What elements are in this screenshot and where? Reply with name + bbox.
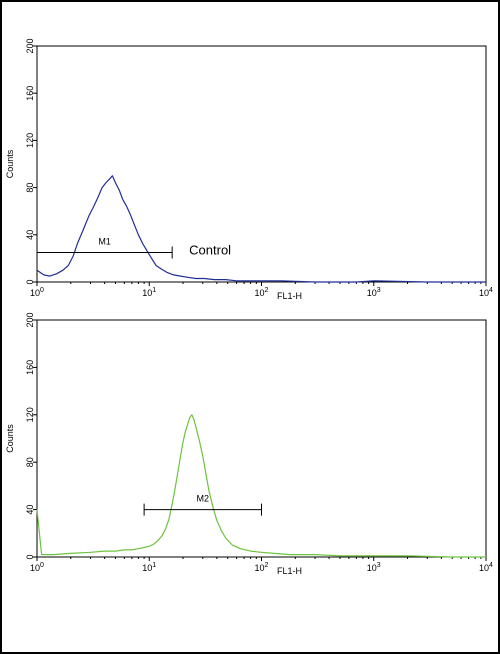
x-tick-base: 10 xyxy=(255,288,265,298)
x-tick-label: 100 xyxy=(30,287,44,298)
x-tick-label: 104 xyxy=(479,287,493,298)
y-tick-label: 120 xyxy=(25,133,35,148)
x-tick-exponent: 4 xyxy=(489,562,493,569)
x-tick-label: 103 xyxy=(367,562,381,573)
plot-area-frame xyxy=(36,45,487,283)
y-axis-title: Counts xyxy=(5,149,15,178)
y-tick-label: 200 xyxy=(25,38,35,53)
x-tick-base: 10 xyxy=(367,288,377,298)
x-tick-label: 101 xyxy=(142,562,156,573)
x-tick-base: 10 xyxy=(479,563,489,573)
x-tick-label: 100 xyxy=(30,562,44,573)
x-tick-exponent: 1 xyxy=(152,562,156,569)
x-tick-base: 10 xyxy=(367,563,377,573)
y-tick-label: 80 xyxy=(25,457,35,467)
y-axis-title: Counts xyxy=(5,424,15,453)
y-tick-label: 0 xyxy=(25,279,35,284)
x-tick-exponent: 2 xyxy=(265,562,269,569)
x-tick-base: 10 xyxy=(30,288,40,298)
x-tick-exponent: 0 xyxy=(40,562,44,569)
x-axis-title: FL1-H xyxy=(277,291,302,301)
y-tick-label: 40 xyxy=(25,505,35,515)
x-axis-title: FL1-H xyxy=(277,566,302,576)
x-tick-label: 102 xyxy=(255,562,269,573)
y-tick-label: 160 xyxy=(25,360,35,375)
sample-annotation: Control xyxy=(189,243,231,258)
x-tick-exponent: 2 xyxy=(265,287,269,294)
y-tick-label: 40 xyxy=(25,230,35,240)
x-tick-label: 104 xyxy=(479,562,493,573)
x-tick-base: 10 xyxy=(30,563,40,573)
y-tick-label: 200 xyxy=(25,312,35,327)
x-tick-base: 10 xyxy=(255,563,265,573)
x-tick-base: 10 xyxy=(479,288,489,298)
x-tick-label: 102 xyxy=(255,287,269,298)
x-tick-exponent: 3 xyxy=(377,562,381,569)
gate-label: M2 xyxy=(197,494,210,504)
x-tick-label: 103 xyxy=(367,287,381,298)
plot-area-frame xyxy=(36,319,487,558)
x-tick-base: 10 xyxy=(142,563,152,573)
y-tick-label: 80 xyxy=(25,183,35,193)
x-tick-exponent: 1 xyxy=(152,287,156,294)
x-tick-exponent: 0 xyxy=(40,287,44,294)
x-tick-exponent: 4 xyxy=(489,287,493,294)
histogram-trace xyxy=(36,414,486,558)
gate-label: M1 xyxy=(98,237,111,247)
y-tick-label: 0 xyxy=(25,554,35,559)
x-tick-base: 10 xyxy=(142,288,152,298)
histogram-trace xyxy=(36,175,486,283)
x-tick-label: 101 xyxy=(142,287,156,298)
x-tick-exponent: 3 xyxy=(377,287,381,294)
y-tick-label: 120 xyxy=(25,407,35,422)
y-tick-label: 160 xyxy=(25,86,35,101)
